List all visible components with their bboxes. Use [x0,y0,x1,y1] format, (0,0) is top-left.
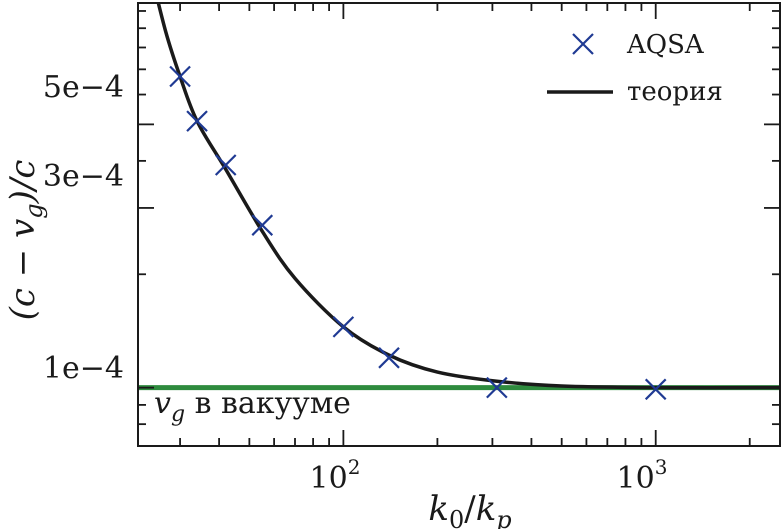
x-tick-exp-100: 2 [348,455,361,479]
y-tick-label-3e-4: 3e−4 [43,159,124,194]
x-axis-title: k0/kp [428,489,511,529]
y-tick-label-5e-4: 5e−4 [43,70,124,105]
x-tick-label-1000: 103 [617,455,668,496]
legend-label-aqsa: AQSA [626,30,705,60]
x-axis-title-kp: k [476,489,497,529]
y-axis-title-sub: g [20,203,48,218]
legend-marker-aqsa [572,33,594,55]
x-axis-title-slash: / [464,489,476,529]
aqsa-point-7 [644,378,667,401]
vacuum-annotation-v: v [154,386,171,421]
aqsa-point-6 [486,376,508,399]
vacuum-annotation: vg в вакууме [154,386,351,427]
plot-frame [137,2,781,447]
aqsa-point-3 [251,214,274,236]
aqsa-point-4 [332,316,355,338]
x-axis-title-subp: p [496,506,511,529]
vacuum-annotation-sub: g [171,402,185,427]
vacuum-annotation-rest: в вакууме [185,386,351,421]
y-tick-label-1e-4: 1e−4 [43,351,124,386]
aqsa-point-5 [378,347,400,369]
x-tick-base-1000: 10 [617,461,655,496]
aqsa-point-0 [169,65,191,88]
legend: AQSA теория [547,30,723,107]
x-axis-title-k0: k [428,489,449,529]
x-tick-base-100: 10 [310,461,348,496]
aqsa-point-2 [214,154,237,176]
y-axis-title-part1: (c − v [3,219,43,321]
x-tick-label-100: 102 [310,455,361,496]
x-axis-title-sub0: 0 [449,506,464,529]
y-axis-title: (c − vg)/c [3,160,48,321]
aqsa-point-1 [186,110,208,132]
y-axis-title-part2: )/c [3,160,43,205]
x-tick-exp-1000: 3 [655,455,668,479]
legend-label-theory: теория [627,77,723,107]
theory-curve [156,3,780,390]
